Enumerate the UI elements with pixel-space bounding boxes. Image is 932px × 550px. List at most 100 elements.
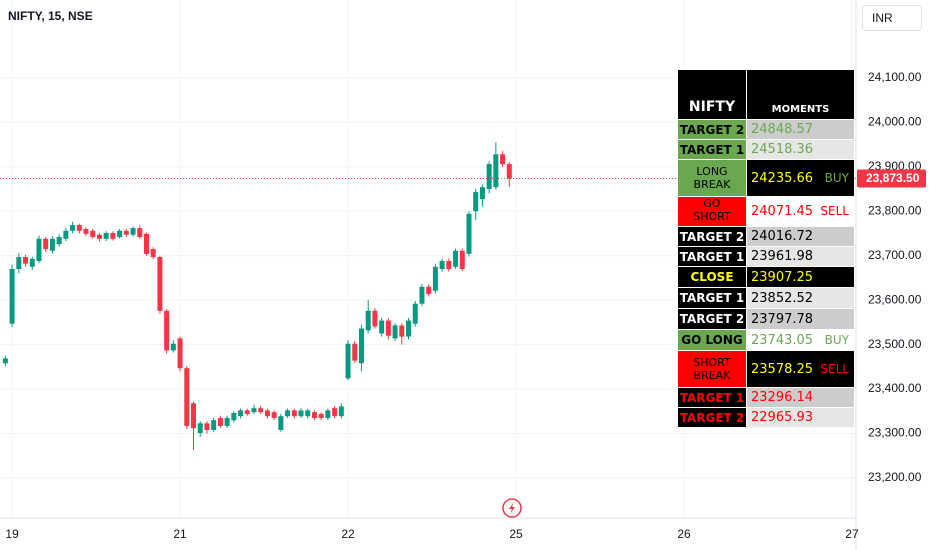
candle-body [238,410,244,417]
row-value: 23907.25 [746,266,855,288]
y-tick-label: 23,500.00 [868,337,922,351]
row-label: TARGET 1 [677,139,747,160]
levels-table: NIFTY MOMENTS TARGET 2 24848.57 TARGET 1 24… [677,69,855,428]
table-row: LONG BREAK 24235.66 BUY [677,159,855,197]
row-value: 24235.66 BUY [746,159,855,197]
candle-body [466,213,472,254]
row-value-text: 23797.78 [751,311,814,327]
table-row: GO LONG 23743.05 BUY [677,329,855,351]
row-label: GO SHORT [677,196,747,227]
candle-body [251,408,257,413]
table-row: SHORT BREAK 23578.25 SELL [677,350,855,388]
row-signal: BUY [824,332,849,347]
candle-body [446,261,452,270]
table-row: TARGET 2 24848.57 [677,119,855,140]
candle-body [204,423,210,430]
candle-body [399,325,405,337]
row-signal: SELL [820,361,849,376]
row-label-text: CLOSE [690,270,734,284]
candle-body [110,232,116,239]
row-value: 22965.93 [746,407,855,428]
x-tick-label: 27 [845,527,859,541]
row-label-text: TARGET 2 [679,122,745,137]
row-value-text: 23743.05 [751,332,814,348]
candles [2,142,512,450]
candle-body [143,233,149,254]
row-value-text: 24235.66 [751,170,814,186]
candle-body [23,256,29,264]
candle-body [493,154,499,188]
row-value: 23743.05 BUY [746,329,855,351]
row-value-text: 23961.98 [751,249,814,264]
y-tick-label: 23,800.00 [868,203,922,217]
table-header: NIFTY [677,69,747,120]
row-label: TARGET 1 [677,246,747,267]
y-tick-label: 23,900.00 [868,159,922,173]
row-signal: BUY [824,170,849,185]
row-label-text: TARGET 1 [679,291,745,305]
candle-body [486,164,492,189]
candle-body [419,286,425,304]
candle-body [278,416,284,430]
candle-body [258,408,264,413]
row-label: GO LONG [677,329,747,351]
lightning-icon [502,498,522,518]
row-value: 23296.14 [746,387,855,408]
table-row: TARGET 1 23852.52 [677,287,855,309]
candle-body [473,192,479,212]
row-label-text: TARGET 1 [679,390,745,405]
row-value: 24848.57 [746,119,855,140]
row-label-text: GO LONG [681,333,743,347]
candle-body [164,310,170,351]
row-value: 24518.36 [746,139,855,160]
row-label: TARGET 2 [677,407,747,428]
row-value: 23797.78 [746,308,855,330]
candle-body [432,266,438,291]
row-value-text: 23907.25 [751,269,814,285]
table-row: CLOSE 23907.25 [677,266,855,288]
row-value-text: 24518.36 [751,142,814,157]
candle-body [264,410,270,417]
x-tick-label: 25 [509,527,523,541]
candle-body [177,338,183,369]
row-label: TARGET 2 [677,226,747,247]
candle-body [372,310,378,327]
candle-body [123,230,129,235]
row-value: 23852.52 [746,287,855,309]
candle-body [49,238,55,251]
candle-body [379,320,385,334]
table-row: TARGET 2 22965.93 [677,407,855,428]
candle-body [459,250,465,270]
y-tick-label: 24,100.00 [868,70,922,84]
x-tick-label: 19 [5,527,19,541]
candle-body [70,224,76,231]
candle-body [439,261,445,270]
candle-body [325,410,331,418]
row-label-text: TARGET 2 [679,410,745,425]
table-row: TARGET 1 24518.36 [677,139,855,160]
row-label-text: TARGET 2 [679,229,745,244]
last-price-badge [857,169,926,188]
y-tick-label: 24,000.00 [868,114,922,128]
candle-body [500,154,506,165]
row-label: TARGET 1 [677,287,747,309]
candle-body [90,230,96,237]
candle-body [130,228,136,235]
currency-button[interactable]: INR [862,5,922,31]
candle-body [157,256,163,311]
candle-body [406,320,412,337]
table-row: GO SHORT 24071.45 SELL [677,196,855,227]
table-row: TARGET 1 23961.98 [677,246,855,267]
candle-body [291,410,297,417]
candle-body [150,248,156,257]
candle-body [29,258,35,267]
row-value-text: 22965.93 [751,410,814,425]
row-value-text: 24016.72 [751,229,814,244]
candle-body [385,320,391,336]
row-label-text: SHORT BREAK [693,356,731,382]
candle-body [170,343,176,351]
table-row: TARGET 2 23797.78 [677,308,855,330]
candle-body [36,238,42,262]
